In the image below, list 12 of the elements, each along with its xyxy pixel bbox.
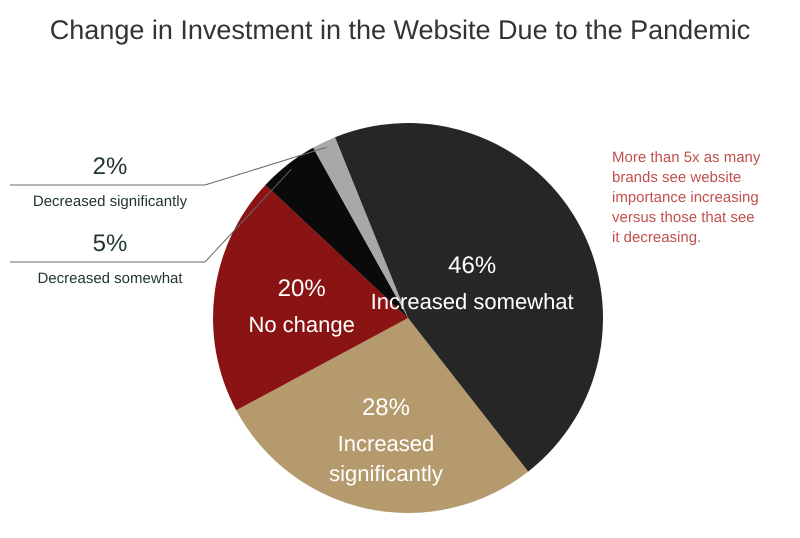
data-label: 5%: [92, 230, 128, 257]
data-label: 2%: [92, 153, 128, 180]
slice-label: No change: [248, 312, 355, 338]
data-label: 20%: [278, 275, 326, 302]
text: More than 5x as many brands see website importance increasing versus those that see it decreasing.: [612, 149, 761, 246]
slice-label: Decreased significantly: [32, 193, 188, 210]
chart-title: Change in Investment in the Website Due to the Pandemic: [50, 15, 750, 45]
slice-label: Decreased somewhat: [37, 270, 184, 287]
data-label: 46%: [448, 252, 496, 279]
data-label: 28%: [362, 394, 410, 421]
pie-slice: [236, 318, 528, 513]
slice-label: Increased significantly: [329, 430, 443, 486]
